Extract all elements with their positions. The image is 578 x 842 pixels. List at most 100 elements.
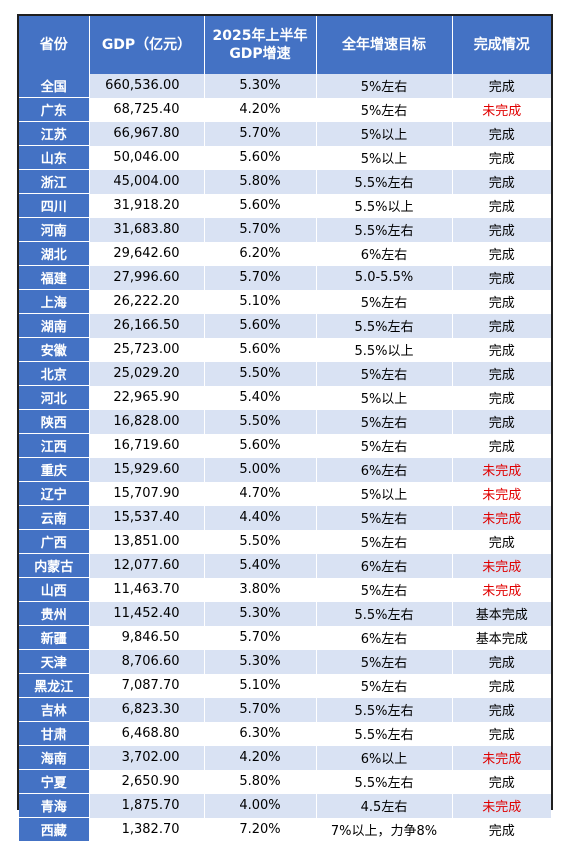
- target-cell: 6%左右: [316, 553, 453, 578]
- table-row: 山西 11,463.70 3.80% 5%左右 未完成: [19, 577, 551, 602]
- target-cell: 5%以上: [316, 481, 453, 506]
- target-cell: 5%左右: [316, 505, 453, 530]
- gdp-cell: 11,463.70: [89, 577, 205, 602]
- gdp-cell: 1,382.70: [89, 817, 205, 842]
- status-cell: 基本完成: [452, 625, 551, 650]
- gdp-cell: 8,706.60: [89, 649, 205, 674]
- status-cell: 完成: [452, 385, 551, 410]
- target-cell: 6%左右: [316, 457, 453, 482]
- growth-cell: 5.60%: [204, 145, 317, 170]
- province-cell: 陕西: [19, 409, 90, 434]
- gdp-cell: 26,166.50: [89, 313, 205, 338]
- growth-cell: 5.10%: [204, 673, 317, 698]
- growth-cell: 6.30%: [204, 721, 317, 746]
- target-cell: 6%以上: [316, 745, 453, 770]
- table-row: 新疆 9,846.50 5.70% 6%左右 基本完成: [19, 625, 551, 650]
- status-cell: 完成: [452, 361, 551, 386]
- table-row: 江西 16,719.60 5.60% 5%左右 完成: [19, 433, 551, 458]
- province-cell: 贵州: [19, 601, 90, 626]
- status-cell: 完成: [452, 529, 551, 554]
- gdp-cell: 66,967.80: [89, 121, 205, 146]
- province-cell: 浙江: [19, 169, 90, 194]
- gdp-cell: 11,452.40: [89, 601, 205, 626]
- status-cell: 未完成: [452, 97, 551, 122]
- table-row: 江苏 66,967.80 5.70% 5%以上 完成: [19, 121, 551, 146]
- table-row: 四川 31,918.20 5.60% 5.5%以上 完成: [19, 193, 551, 218]
- table-row: 河南 31,683.80 5.70% 5.5%左右 完成: [19, 217, 551, 242]
- province-cell: 上海: [19, 289, 90, 314]
- table-row: 吉林 6,823.30 5.70% 5.5%左右 完成: [19, 697, 551, 722]
- gdp-cell: 9,846.50: [89, 625, 205, 650]
- growth-cell: 5.50%: [204, 361, 317, 386]
- table-row: 内蒙古 12,077.60 5.40% 6%左右 未完成: [19, 553, 551, 578]
- table-row: 辽宁 15,707.90 4.70% 5%以上 未完成: [19, 481, 551, 506]
- province-cell: 四川: [19, 193, 90, 218]
- target-cell: 5%左右: [316, 361, 453, 386]
- target-cell: 6%左右: [316, 241, 453, 266]
- target-cell: 5.5%左右: [316, 313, 453, 338]
- growth-cell: 5.70%: [204, 265, 317, 290]
- growth-cell: 5.70%: [204, 121, 317, 146]
- target-cell: 5%左右: [316, 409, 453, 434]
- gdp-cell: 6,468.80: [89, 721, 205, 746]
- growth-cell: 5.80%: [204, 169, 317, 194]
- status-cell: 完成: [452, 74, 551, 98]
- table-row: 全国 660,536.00 5.30% 5%左右 完成: [19, 74, 551, 98]
- table-row: 重庆 15,929.60 5.00% 6%左右 未完成: [19, 457, 551, 482]
- growth-cell: 5.40%: [204, 385, 317, 410]
- gdp-cell: 13,851.00: [89, 529, 205, 554]
- status-cell: 完成: [452, 217, 551, 242]
- table-row: 广西 13,851.00 5.50% 5%左右 完成: [19, 529, 551, 554]
- province-cell: 河南: [19, 217, 90, 242]
- growth-cell: 6.20%: [204, 241, 317, 266]
- status-cell: 未完成: [452, 457, 551, 482]
- province-cell: 山西: [19, 577, 90, 602]
- status-cell: 未完成: [452, 793, 551, 818]
- province-cell: 天津: [19, 649, 90, 674]
- table-row: 云南 15,537.40 4.40% 5%左右 未完成: [19, 505, 551, 530]
- target-cell: 7%以上，力争8%: [316, 817, 453, 842]
- status-cell: 完成: [452, 409, 551, 434]
- growth-cell: 5.60%: [204, 313, 317, 338]
- growth-cell: 3.80%: [204, 577, 317, 602]
- gdp-cell: 6,823.30: [89, 697, 205, 722]
- status-cell: 未完成: [452, 745, 551, 770]
- target-cell: 5%以上: [316, 385, 453, 410]
- table-row: 甘肃 6,468.80 6.30% 5.5%左右 完成: [19, 721, 551, 746]
- status-cell: 完成: [452, 289, 551, 314]
- header-growth-line1: 2025年上半年: [212, 28, 308, 44]
- province-cell: 湖北: [19, 241, 90, 266]
- province-cell: 江苏: [19, 121, 90, 146]
- gdp-cell: 12,077.60: [89, 553, 205, 578]
- target-cell: 5.5%以上: [316, 193, 453, 218]
- growth-cell: 5.70%: [204, 625, 317, 650]
- table-row: 山东 50,046.00 5.60% 5%以上 完成: [19, 145, 551, 170]
- target-cell: 5%左右: [316, 529, 453, 554]
- header-row: 省份 GDP（亿元） 2025年上半年 GDP增速 全年增速目标 完成情况: [19, 16, 551, 74]
- status-cell: 完成: [452, 673, 551, 698]
- table-row: 海南 3,702.00 4.20% 6%以上 未完成: [19, 745, 551, 770]
- gdp-cell: 50,046.00: [89, 145, 205, 170]
- target-cell: 5%左右: [316, 74, 453, 98]
- header-growth: 2025年上半年 GDP增速: [204, 16, 317, 74]
- growth-cell: 4.20%: [204, 745, 317, 770]
- gdp-cell: 15,707.90: [89, 481, 205, 506]
- status-cell: 未完成: [452, 481, 551, 506]
- growth-cell: 5.10%: [204, 289, 317, 314]
- gdp-table-container: 省份 GDP（亿元） 2025年上半年 GDP增速 全年增速目标 完成情况 全国…: [17, 14, 553, 842]
- gdp-cell: 22,965.90: [89, 385, 205, 410]
- target-cell: 6%左右: [316, 625, 453, 650]
- province-cell: 辽宁: [19, 481, 90, 506]
- target-cell: 5%以上: [316, 121, 453, 146]
- gdp-cell: 1,875.70: [89, 793, 205, 818]
- province-cell: 吉林: [19, 697, 90, 722]
- status-cell: 完成: [452, 433, 551, 458]
- target-cell: 5.5%以上: [316, 337, 453, 362]
- target-cell: 5%左右: [316, 649, 453, 674]
- growth-cell: 5.70%: [204, 217, 317, 242]
- province-cell: 北京: [19, 361, 90, 386]
- status-cell: 完成: [452, 649, 551, 674]
- growth-cell: 4.20%: [204, 97, 317, 122]
- target-cell: 5.5%左右: [316, 601, 453, 626]
- header-gdp: GDP（亿元）: [89, 16, 205, 74]
